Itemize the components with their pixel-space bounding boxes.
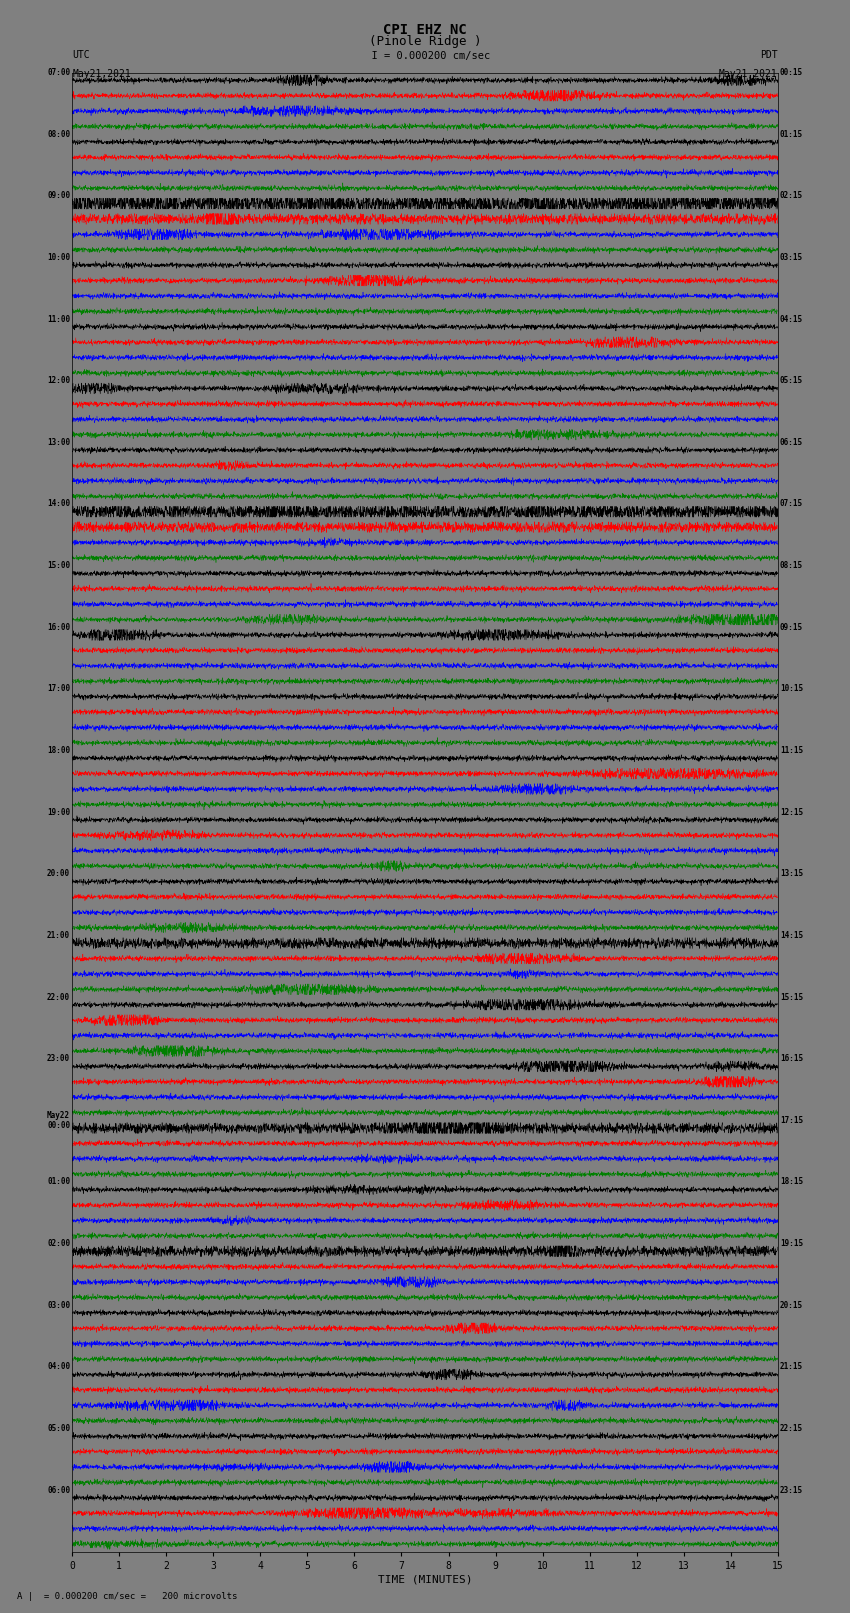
Text: 18:00: 18:00 [47, 747, 71, 755]
Text: 10:15: 10:15 [779, 684, 803, 694]
Text: 13:15: 13:15 [779, 869, 803, 877]
Text: 11:00: 11:00 [47, 315, 71, 324]
Text: 02:00: 02:00 [47, 1239, 71, 1248]
Text: 16:00: 16:00 [47, 623, 71, 632]
Text: 09:15: 09:15 [779, 623, 803, 632]
Text: A |  = 0.000200 cm/sec =   200 microvolts: A | = 0.000200 cm/sec = 200 microvolts [17, 1592, 237, 1602]
Text: 11:15: 11:15 [779, 747, 803, 755]
Text: 17:15: 17:15 [779, 1116, 803, 1124]
Text: 19:00: 19:00 [47, 808, 71, 816]
Text: 04:15: 04:15 [779, 315, 803, 324]
Text: 13:00: 13:00 [47, 437, 71, 447]
Text: 14:15: 14:15 [779, 931, 803, 940]
Text: 22:15: 22:15 [779, 1424, 803, 1432]
Text: 12:15: 12:15 [779, 808, 803, 816]
Text: 09:00: 09:00 [47, 192, 71, 200]
Text: 03:00: 03:00 [47, 1300, 71, 1310]
Text: 10:00: 10:00 [47, 253, 71, 261]
Text: 01:00: 01:00 [47, 1177, 71, 1187]
Text: 15:00: 15:00 [47, 561, 71, 569]
Text: 23:15: 23:15 [779, 1486, 803, 1495]
Text: PDT: PDT [760, 50, 778, 60]
Text: 04:00: 04:00 [47, 1363, 71, 1371]
Text: 20:00: 20:00 [47, 869, 71, 877]
Text: 01:15: 01:15 [779, 129, 803, 139]
Text: 02:15: 02:15 [779, 192, 803, 200]
Text: 17:00: 17:00 [47, 684, 71, 694]
Text: (Pinole Ridge ): (Pinole Ridge ) [369, 35, 481, 48]
Text: 08:15: 08:15 [779, 561, 803, 569]
Text: UTC: UTC [72, 50, 90, 60]
Text: 19:15: 19:15 [779, 1239, 803, 1248]
Text: 22:00: 22:00 [47, 992, 71, 1002]
Text: 16:15: 16:15 [779, 1055, 803, 1063]
Text: 06:00: 06:00 [47, 1486, 71, 1495]
Text: 00:15: 00:15 [779, 68, 803, 77]
Text: 07:15: 07:15 [779, 500, 803, 508]
Text: 07:00: 07:00 [47, 68, 71, 77]
Text: May21,2021: May21,2021 [719, 69, 778, 79]
Text: CPI EHZ NC: CPI EHZ NC [383, 23, 467, 37]
Text: 18:15: 18:15 [779, 1177, 803, 1187]
Text: 08:00: 08:00 [47, 129, 71, 139]
Text: 21:00: 21:00 [47, 931, 71, 940]
Text: 05:15: 05:15 [779, 376, 803, 386]
Text: 23:00: 23:00 [47, 1055, 71, 1063]
Text: 05:00: 05:00 [47, 1424, 71, 1432]
Text: 12:00: 12:00 [47, 376, 71, 386]
Text: 03:15: 03:15 [779, 253, 803, 261]
Text: 15:15: 15:15 [779, 992, 803, 1002]
X-axis label: TIME (MINUTES): TIME (MINUTES) [377, 1574, 473, 1586]
Text: 20:15: 20:15 [779, 1300, 803, 1310]
Text: I = 0.000200 cm/sec: I = 0.000200 cm/sec [360, 52, 490, 61]
Text: 06:15: 06:15 [779, 437, 803, 447]
Text: May22
00:00: May22 00:00 [47, 1111, 71, 1131]
Text: 14:00: 14:00 [47, 500, 71, 508]
Text: May21,2021: May21,2021 [72, 69, 131, 79]
Text: 21:15: 21:15 [779, 1363, 803, 1371]
